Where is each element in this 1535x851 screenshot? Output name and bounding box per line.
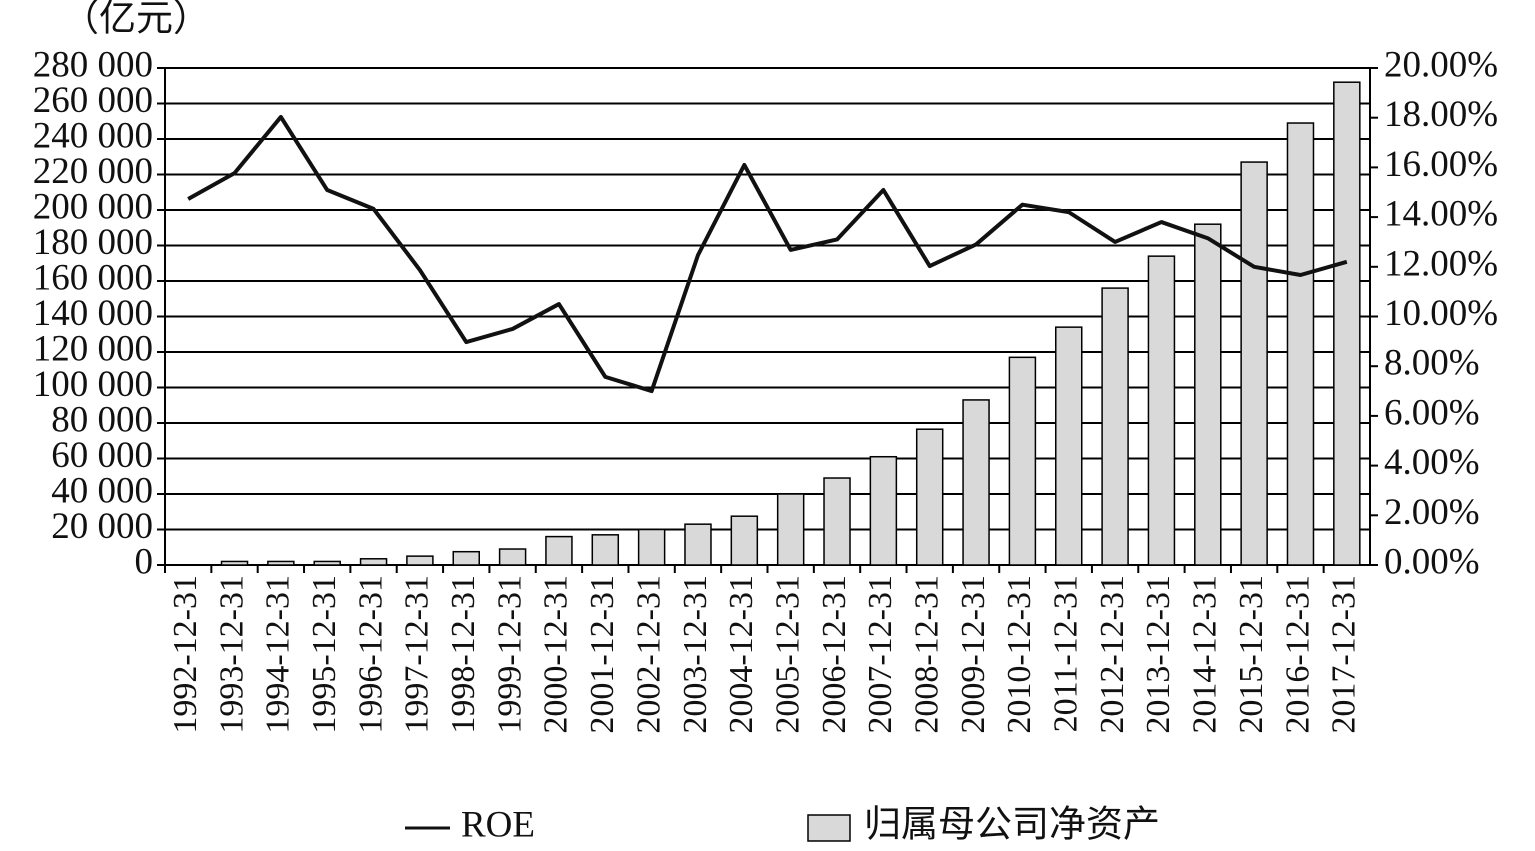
y-tick-label: 260 000 [33,80,153,121]
y2-tick-label: 20.00% [1384,44,1498,85]
y-tick-label: 40 000 [51,470,153,511]
x-tick-label: 1993-12-31 [213,575,250,734]
x-tick-label: 1998-12-31 [445,575,482,734]
y-tick-label: 20 000 [51,506,153,547]
legend-swatch [807,814,851,842]
legend-label: ROE [461,804,535,845]
y-tick-label: 120 000 [33,328,153,369]
x-tick-label: 2003-12-31 [677,575,714,734]
y2-tick-label: 12.00% [1384,243,1498,284]
y2-tick-label: 8.00% [1384,343,1480,384]
y2-tick-label: 16.00% [1384,144,1498,185]
bar [267,560,295,566]
x-tick-label: 2013-12-31 [1140,575,1177,734]
bar [1101,287,1129,566]
x-tick-label: 1992-12-31 [167,575,204,734]
x-tick-label: 2014-12-31 [1187,575,1224,734]
x-tick-label: 2012-12-31 [1094,575,1131,734]
x-tick-label: 2002-12-31 [630,575,667,734]
unit-label: （亿元） [62,0,210,39]
bar [1240,161,1268,566]
bar [776,493,805,566]
y-tick-label: 60 000 [51,435,153,476]
bar [637,528,666,566]
x-tick-label: 2015-12-31 [1233,575,1270,734]
y2-tick-label: 6.00% [1384,392,1480,433]
bar [1333,81,1361,566]
y-tick-label: 160 000 [33,257,153,298]
x-tick-label: 1997-12-31 [399,575,436,734]
x-tick-label: 1996-12-31 [352,575,389,734]
x-tick-label: 2001-12-31 [584,575,621,734]
bar [545,535,573,566]
bar [452,550,480,566]
legend-label: 归属母公司净资产 [864,803,1160,845]
bar [220,560,249,566]
y2-tick-label: 0.00% [1384,541,1480,582]
y-tick-label: 140 000 [33,293,153,334]
x-tick-label: 2006-12-31 [816,575,853,734]
y2-tick-label: 14.00% [1384,194,1498,235]
x-tick-label: 2007-12-31 [862,575,899,734]
x-tick-label: 2011-12-31 [1048,575,1085,732]
bar [313,560,341,566]
bar [591,534,620,566]
y2-tick-label: 2.00% [1384,492,1480,533]
bar [1286,122,1315,566]
x-tick-label: 2004-12-31 [723,575,760,734]
bar [684,523,712,566]
y-tick-label: 0 [135,541,154,582]
bar [1194,223,1222,566]
y2-tick-label: 4.00% [1384,442,1480,483]
bar [406,555,434,566]
x-tick-label: 2005-12-31 [769,575,806,734]
x-tick-label: 2009-12-31 [955,575,992,734]
bar [1055,326,1083,566]
x-tick-label: 2000-12-31 [538,575,575,734]
bar [359,558,388,566]
line [187,114,1348,394]
bar [730,515,759,566]
y-tick-label: 240 000 [33,115,153,156]
x-tick-label: 1995-12-31 [306,575,343,734]
bar [498,548,527,566]
y2-tick-label: 18.00% [1384,94,1498,135]
y-tick-label: 100 000 [33,364,153,405]
bar [962,399,990,566]
x-tick-label: 2010-12-31 [1001,575,1038,734]
y-tick-label: 280 000 [33,44,153,85]
x-tick-label: 1999-12-31 [491,575,528,734]
y-tick-label: 80 000 [51,399,153,440]
y-tick-label: 220 000 [33,151,153,192]
x-tick-label: 2008-12-31 [909,575,946,734]
bar [915,428,944,566]
x-tick-label: 1994-12-31 [260,575,297,734]
bar [1147,255,1176,566]
y-tick-label: 200 000 [33,186,153,227]
y-tick-label: 180 000 [33,222,153,263]
bar [869,455,898,566]
x-tick-label: 2017-12-31 [1326,575,1363,734]
bar [1008,356,1037,566]
y2-tick-label: 10.00% [1384,293,1498,334]
bar [823,477,851,566]
x-tick-label: 2016-12-31 [1279,575,1316,734]
